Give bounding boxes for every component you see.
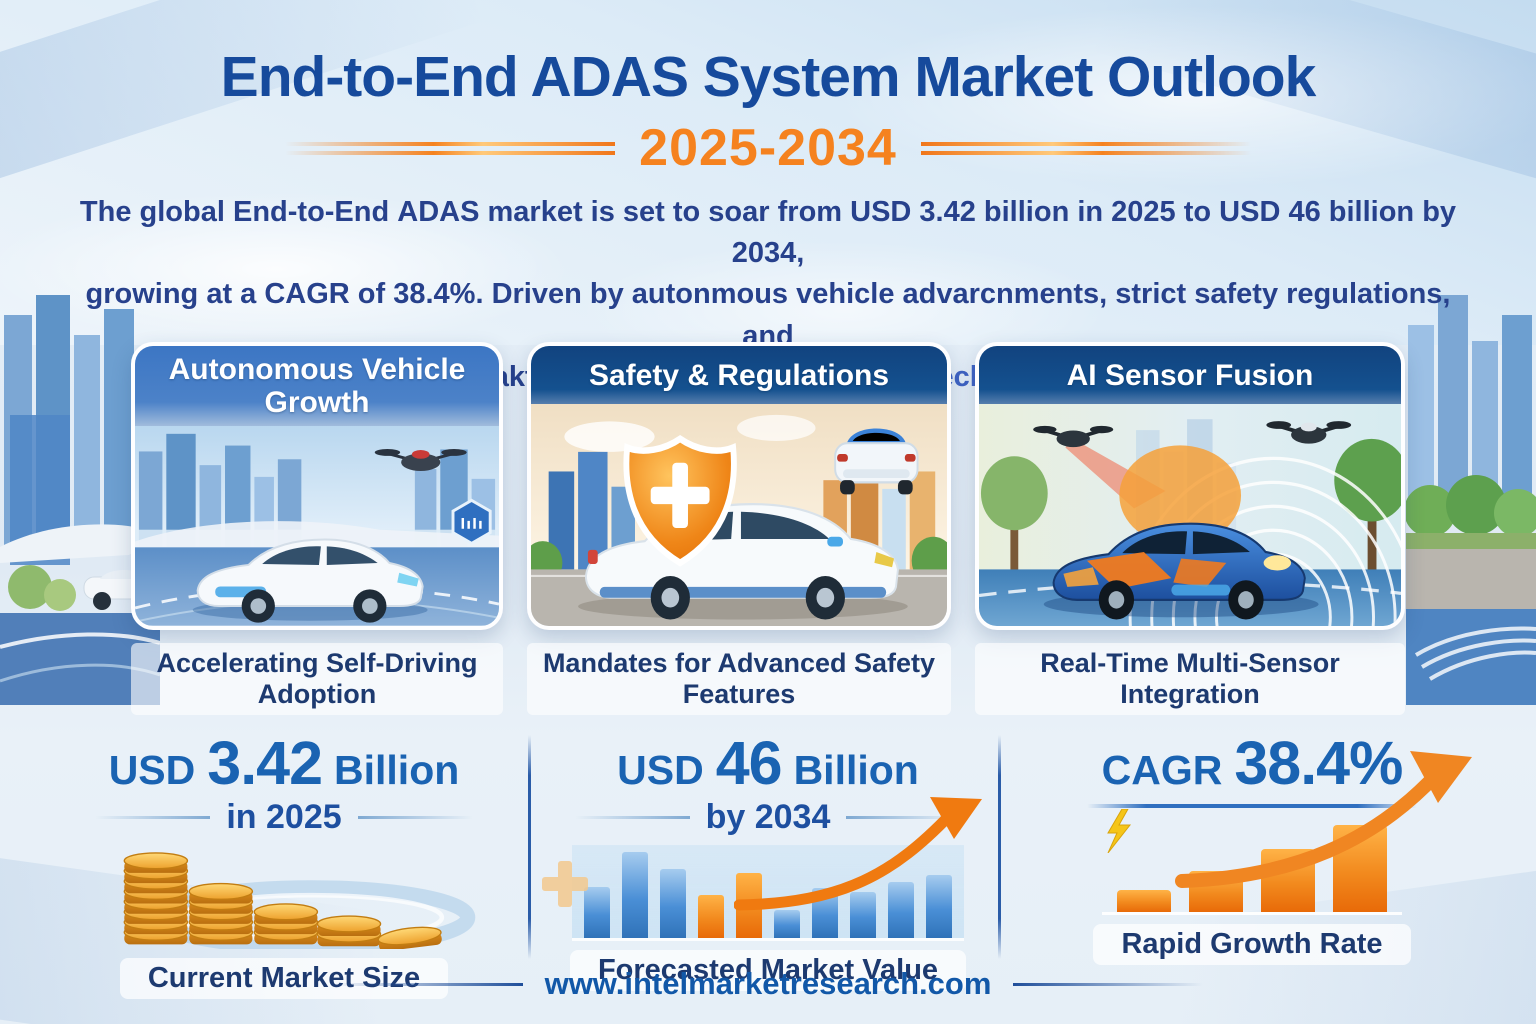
plus-icon xyxy=(542,861,588,907)
chart-bar xyxy=(888,882,914,938)
stat-prefix: USD xyxy=(617,747,704,793)
stat-subline-row: by 2034 xyxy=(574,798,962,837)
intro-line-2: growing at a CAGR of 38.4%. Driven by au… xyxy=(85,278,1451,352)
stat-value: 38.4% xyxy=(1234,729,1403,797)
stats-row: USD 3.42 Billion in 2025 xyxy=(42,733,1494,999)
stat-subline: in 2025 xyxy=(226,798,342,836)
subline-rule-left xyxy=(95,816,211,819)
drone-icon xyxy=(1033,425,1114,448)
radar-waves-icon xyxy=(1128,456,1401,626)
white-wagon-car xyxy=(578,503,908,620)
chart-bar xyxy=(926,874,952,938)
blue-sensor-car xyxy=(1043,522,1319,620)
chart-bar xyxy=(1333,824,1387,912)
intro-line-1: The global End-to-End ADAS market is set… xyxy=(79,196,1457,270)
card-ai-sensor-fusion: AI Sensor Fusion xyxy=(975,342,1405,715)
card-safety-regulations: Safety & Regulations xyxy=(527,342,951,715)
stat-prefix: CAGR xyxy=(1101,747,1223,793)
orange-divider-left xyxy=(285,141,616,155)
card-caption: Mandates for Advanced Safety Features xyxy=(527,643,951,715)
sky-background xyxy=(0,0,1536,345)
stat-headline: USD 46 Billion xyxy=(617,733,919,794)
chart-bar xyxy=(736,872,762,938)
page-title: End-to-End ADAS System Market Outlook xyxy=(220,45,1317,109)
ai-sensor-fusion-illustration xyxy=(979,404,1401,626)
period-label: 2025-2034 xyxy=(639,119,897,177)
autonomous-vehicle-illustration xyxy=(135,426,499,626)
autonomous-car-scene xyxy=(135,426,499,626)
chart-bar xyxy=(584,886,610,938)
trees xyxy=(980,438,1401,572)
lightning-icon xyxy=(1107,809,1132,853)
chart-bar xyxy=(774,910,800,938)
stat-forecasted-market-value: USD 46 Billion by 2034 Forecasted Market… xyxy=(526,733,1010,991)
safety-regulations-illustration xyxy=(531,404,947,626)
sensor-fusion-scene xyxy=(979,404,1401,626)
city-skyline-right xyxy=(1406,295,1536,705)
stat-subline: by 2034 xyxy=(705,798,831,836)
stats-divider-left xyxy=(528,735,531,959)
rear-car-icon xyxy=(834,428,919,495)
growth-chart-graphic xyxy=(1010,751,1494,915)
footer-rule-right xyxy=(1013,982,1204,986)
coin-stack-graphic xyxy=(42,845,526,949)
stat-rapid-growth-rate: CAGR 38.4% Rapid Growth Rate xyxy=(1010,733,1494,965)
footer-rule-left xyxy=(332,982,523,986)
drone-icon xyxy=(374,449,467,472)
map-badge-icon xyxy=(451,499,492,546)
chart-bar xyxy=(812,887,838,938)
stat-prefix: USD xyxy=(108,747,196,793)
chart-bar xyxy=(1117,889,1171,912)
feature-cards-row: Autonomous Vehicle Growth xyxy=(0,342,1536,715)
website-link[interactable]: www.intelmarketresearch.com xyxy=(544,966,992,1001)
stat-suffix: Billion xyxy=(793,747,919,793)
coin-stack-icon xyxy=(123,852,476,949)
card-autonomous-vehicle-growth: Autonomous Vehicle Growth xyxy=(131,342,503,715)
stats-divider-right xyxy=(998,735,1001,959)
stat-underline xyxy=(1087,804,1417,808)
chart-bar xyxy=(660,869,686,938)
card-caption: Real-Time Multi-Sensor Integration xyxy=(975,643,1405,715)
forecast-bar-chart xyxy=(572,845,964,941)
stat-value: 3.42 xyxy=(207,729,323,797)
card-caption: Accelerating Self-Driving Adoption xyxy=(131,643,503,715)
stat-value: 46 xyxy=(715,729,783,797)
period-row: 2025-2034 xyxy=(0,118,1536,178)
stat-caption: Forecasted Market Value xyxy=(569,950,967,991)
card-title: Autonomous Vehicle Growth xyxy=(135,346,499,427)
stat-headline: CAGR 38.4% xyxy=(1101,729,1404,797)
safety-shield-cross-icon xyxy=(623,434,737,567)
subline-rule-right xyxy=(846,816,962,819)
stat-caption: Current Market Size xyxy=(119,958,449,999)
chart-bar xyxy=(622,852,648,938)
stat-headline: USD 3.42 Billion xyxy=(109,733,460,794)
growth-bar-chart xyxy=(1102,819,1402,915)
stat-suffix: Billion xyxy=(334,747,460,793)
card-title: Safety & Regulations xyxy=(531,346,947,404)
safety-shield-scene xyxy=(531,404,947,626)
stat-current-market-size: USD 3.42 Billion in 2025 xyxy=(42,733,526,999)
drone-icon xyxy=(1266,421,1352,444)
card-title: AI Sensor Fusion xyxy=(979,346,1401,404)
stat-subline-row: in 2025 xyxy=(95,798,473,837)
chart-bar xyxy=(698,895,724,938)
subline-rule-right xyxy=(357,816,473,819)
chart-bar xyxy=(1189,871,1243,912)
chart-bar xyxy=(850,891,876,938)
subline-rule-left xyxy=(574,816,690,819)
footer: www.intelmarketresearch.com xyxy=(0,966,1536,1002)
stat-caption: Rapid Growth Rate xyxy=(1093,924,1411,965)
forecast-chart-graphic xyxy=(526,797,1010,941)
white-sedan xyxy=(192,538,428,624)
orange-divider-right xyxy=(920,141,1251,155)
chart-bar xyxy=(1261,848,1315,912)
